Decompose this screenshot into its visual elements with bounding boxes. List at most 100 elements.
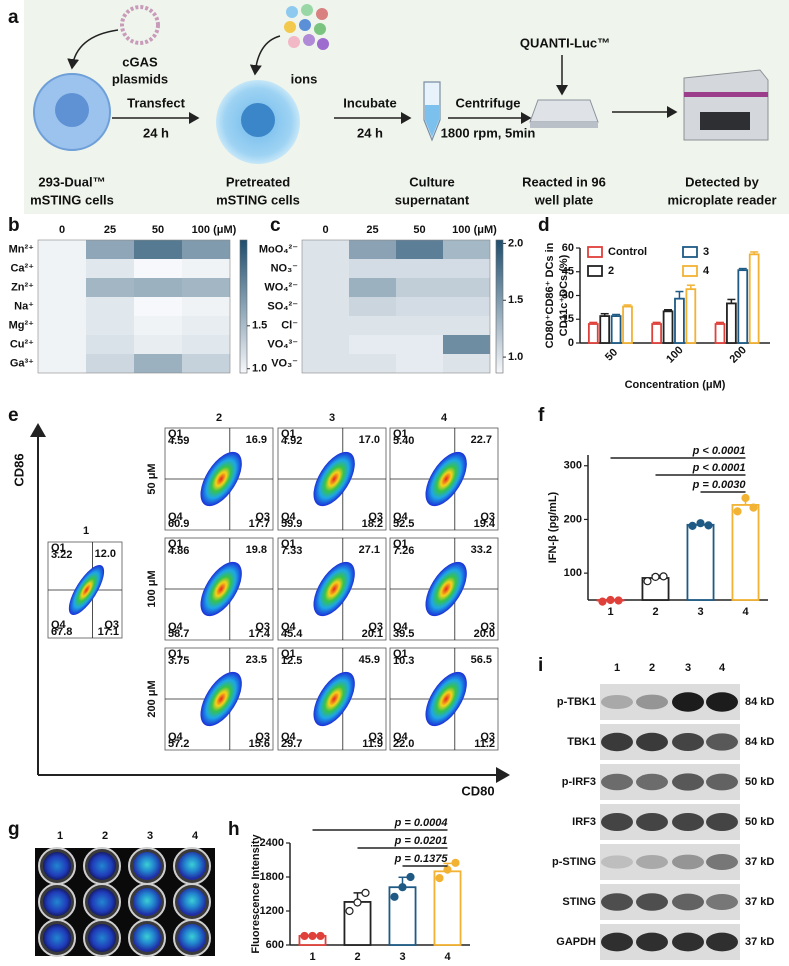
heat-cell (302, 335, 349, 354)
colorbar-tick-label: 2.0 (508, 237, 523, 249)
double-positive-value: 45.9 (359, 654, 380, 666)
quadrant-name: Q1 (393, 648, 408, 660)
stage-label: mSTING cells (216, 192, 300, 207)
data-point (598, 597, 607, 606)
blot-band (672, 692, 704, 712)
y-tick-label: 100 (564, 567, 582, 579)
data-point (390, 892, 399, 901)
column-label: 50 (152, 224, 164, 236)
bar (599, 315, 611, 344)
heat-cell (302, 297, 349, 316)
data-point (435, 874, 444, 883)
quadrant-name: Q3 (255, 511, 270, 523)
x-tick-label: 4 (444, 951, 451, 963)
schematic: cGAS plasmids ions Transfect 24 h Incuba… (30, 4, 777, 207)
colorbar-tick-label: 1.0 (508, 351, 523, 363)
y-tick-label: 0 (568, 337, 574, 349)
significance-label: p < 0.0001 (692, 445, 746, 457)
x-tick-label: 200 (728, 344, 749, 365)
heat-cell (38, 240, 86, 259)
quadrant-value: 3.22 (51, 549, 72, 561)
x-tick-label: 2 (652, 606, 658, 618)
data-point (733, 507, 742, 516)
heat-cell (349, 335, 396, 354)
panel-label: b (8, 215, 20, 236)
row-label: Ga³⁺ (10, 357, 34, 369)
colorbar-tick-label: 1.5 (252, 320, 267, 332)
double-positive-value: 19.8 (246, 544, 267, 556)
bar (748, 253, 760, 344)
blot-band (672, 854, 704, 870)
cell-population (200, 451, 242, 507)
data-point (696, 519, 705, 528)
protein-label: p-STING (552, 856, 596, 868)
data-point (308, 931, 317, 941)
heat-cell (349, 316, 396, 335)
lane-label: 1 (614, 662, 620, 674)
blot-band (636, 773, 668, 791)
stage-label: Pretreated (226, 174, 290, 189)
heat-cell (443, 240, 490, 259)
quadrant-value: 12.5 (281, 655, 302, 667)
heat-cell (134, 259, 182, 278)
x-tick-label: 3 (399, 951, 405, 963)
quadrant-name: Q4 (393, 731, 409, 743)
heat-cell (396, 335, 443, 354)
row-label: Mg²⁺ (9, 319, 35, 331)
row-label: VO₃⁻ (271, 357, 298, 369)
quadrant-value: 17.7 (249, 518, 270, 530)
lane-label: 2 (649, 662, 655, 674)
quadrant-value: 17.4 (249, 628, 271, 640)
size-label: 37 kD (745, 896, 774, 908)
heat-cell (86, 278, 134, 297)
cell-population (313, 671, 355, 727)
protein-label: GAPDH (556, 936, 596, 948)
y-tick-label: 30 (562, 289, 574, 301)
blot-band (601, 813, 633, 831)
y-tick-label: 2400 (260, 837, 284, 849)
cell-population (425, 561, 467, 617)
quadrant-name: Q4 (168, 731, 184, 743)
significance-label: p < 0.0001 (692, 462, 746, 474)
quadrant-value: 60.9 (168, 518, 189, 530)
double-positive-value: 17.0 (359, 434, 380, 446)
arrow (67, 29, 119, 70)
quadrant-value: 57.2 (168, 738, 189, 750)
nucleus-icon (55, 93, 89, 127)
double-positive-value: 22.7 (471, 434, 492, 446)
column-label: 100 (μM) (192, 224, 237, 236)
double-positive-value: 23.5 (246, 654, 267, 666)
bar (587, 323, 599, 344)
bar (686, 523, 715, 601)
heat-cell (38, 297, 86, 316)
quadrant-value: 29.7 (281, 738, 302, 750)
double-positive-value: 12.0 (95, 548, 116, 560)
data-point (345, 906, 354, 916)
quadrant-value: 15.6 (249, 738, 270, 750)
lane-label: 3 (147, 830, 153, 842)
heat-cell (349, 240, 396, 259)
heat-cell (38, 259, 86, 278)
legend-swatch (682, 246, 698, 258)
heat-cell (134, 335, 182, 354)
stage-label: mSTING cells (30, 192, 114, 207)
blot-band (601, 893, 633, 911)
panel-label: d (538, 215, 550, 236)
data-point (316, 931, 325, 941)
group-label: 3 (329, 412, 335, 424)
quadrant-name: Q1 (168, 538, 183, 550)
blot-band (706, 894, 738, 910)
flow-axis-label: CD80 (461, 783, 494, 798)
blot-band (636, 694, 668, 710)
well-signal (133, 888, 161, 916)
quadrant-name: Q4 (393, 511, 409, 523)
heat-cell (182, 316, 230, 335)
quadrant-name: Q1 (281, 428, 296, 440)
y-tick-label: 200 (564, 513, 582, 525)
reader-stripe (684, 92, 768, 97)
stage-label: Detected by (685, 174, 759, 189)
colorbar (495, 239, 504, 374)
heat-cell (396, 278, 443, 297)
stage-label: 293-Dual™ (38, 174, 105, 189)
blot-band (706, 773, 738, 791)
